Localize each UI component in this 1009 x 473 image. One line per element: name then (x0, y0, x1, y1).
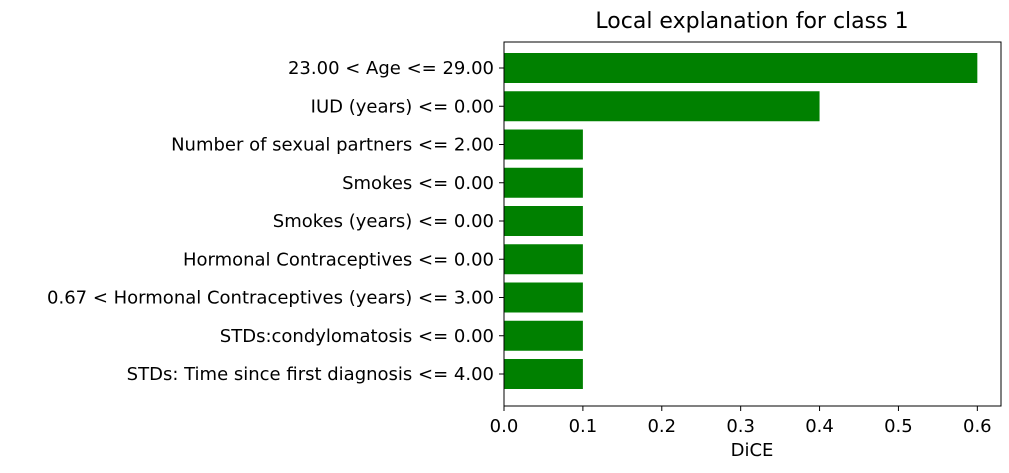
x-tick-label: 0.1 (569, 416, 598, 437)
bar (504, 320, 583, 351)
plot-frame (503, 41, 1002, 407)
x-axis-ticks: 0.0 0.1 0.2 0.3 0.4 0.5 0.6 (490, 406, 992, 437)
category-label: 0.67 < Hormonal Contraceptives (years) <… (47, 288, 494, 309)
category-label: STDs: Time since first diagnosis <= 4.00 (127, 364, 494, 385)
bar (504, 282, 583, 313)
bar (504, 91, 820, 122)
x-axis-label: DiCE (731, 440, 774, 461)
x-tick-label: 0.2 (647, 416, 676, 437)
x-tick-label: 0.3 (726, 416, 755, 437)
bar (504, 53, 978, 83)
x-tick-label: 0.6 (963, 416, 992, 437)
category-label: Smokes (years) <= 0.00 (273, 211, 494, 232)
category-label: STDs:condylomatosis <= 0.00 (220, 326, 494, 347)
category-label: 23.00 < Age <= 29.00 (288, 58, 494, 79)
bars-layer (504, 53, 978, 389)
bar (504, 129, 583, 160)
category-label: IUD (years) <= 0.00 (311, 96, 494, 117)
x-tick-label: 0.5 (884, 416, 913, 437)
bar (504, 359, 583, 389)
bar (504, 206, 583, 236)
category-label: Number of sexual partners <= 2.00 (171, 135, 494, 156)
chart-title: Local explanation for class 1 (595, 9, 908, 34)
x-tick-label: 0.0 (490, 416, 519, 437)
bar (504, 167, 583, 198)
category-labels: 23.00 < Age <= 29.00 IUD (years) <= 0.00 N… (47, 58, 504, 385)
category-label: Smokes <= 0.00 (342, 173, 494, 194)
bar (504, 244, 583, 275)
x-tick-label: 0.4 (805, 416, 834, 437)
category-label: Hormonal Contraceptives <= 0.00 (183, 249, 494, 270)
